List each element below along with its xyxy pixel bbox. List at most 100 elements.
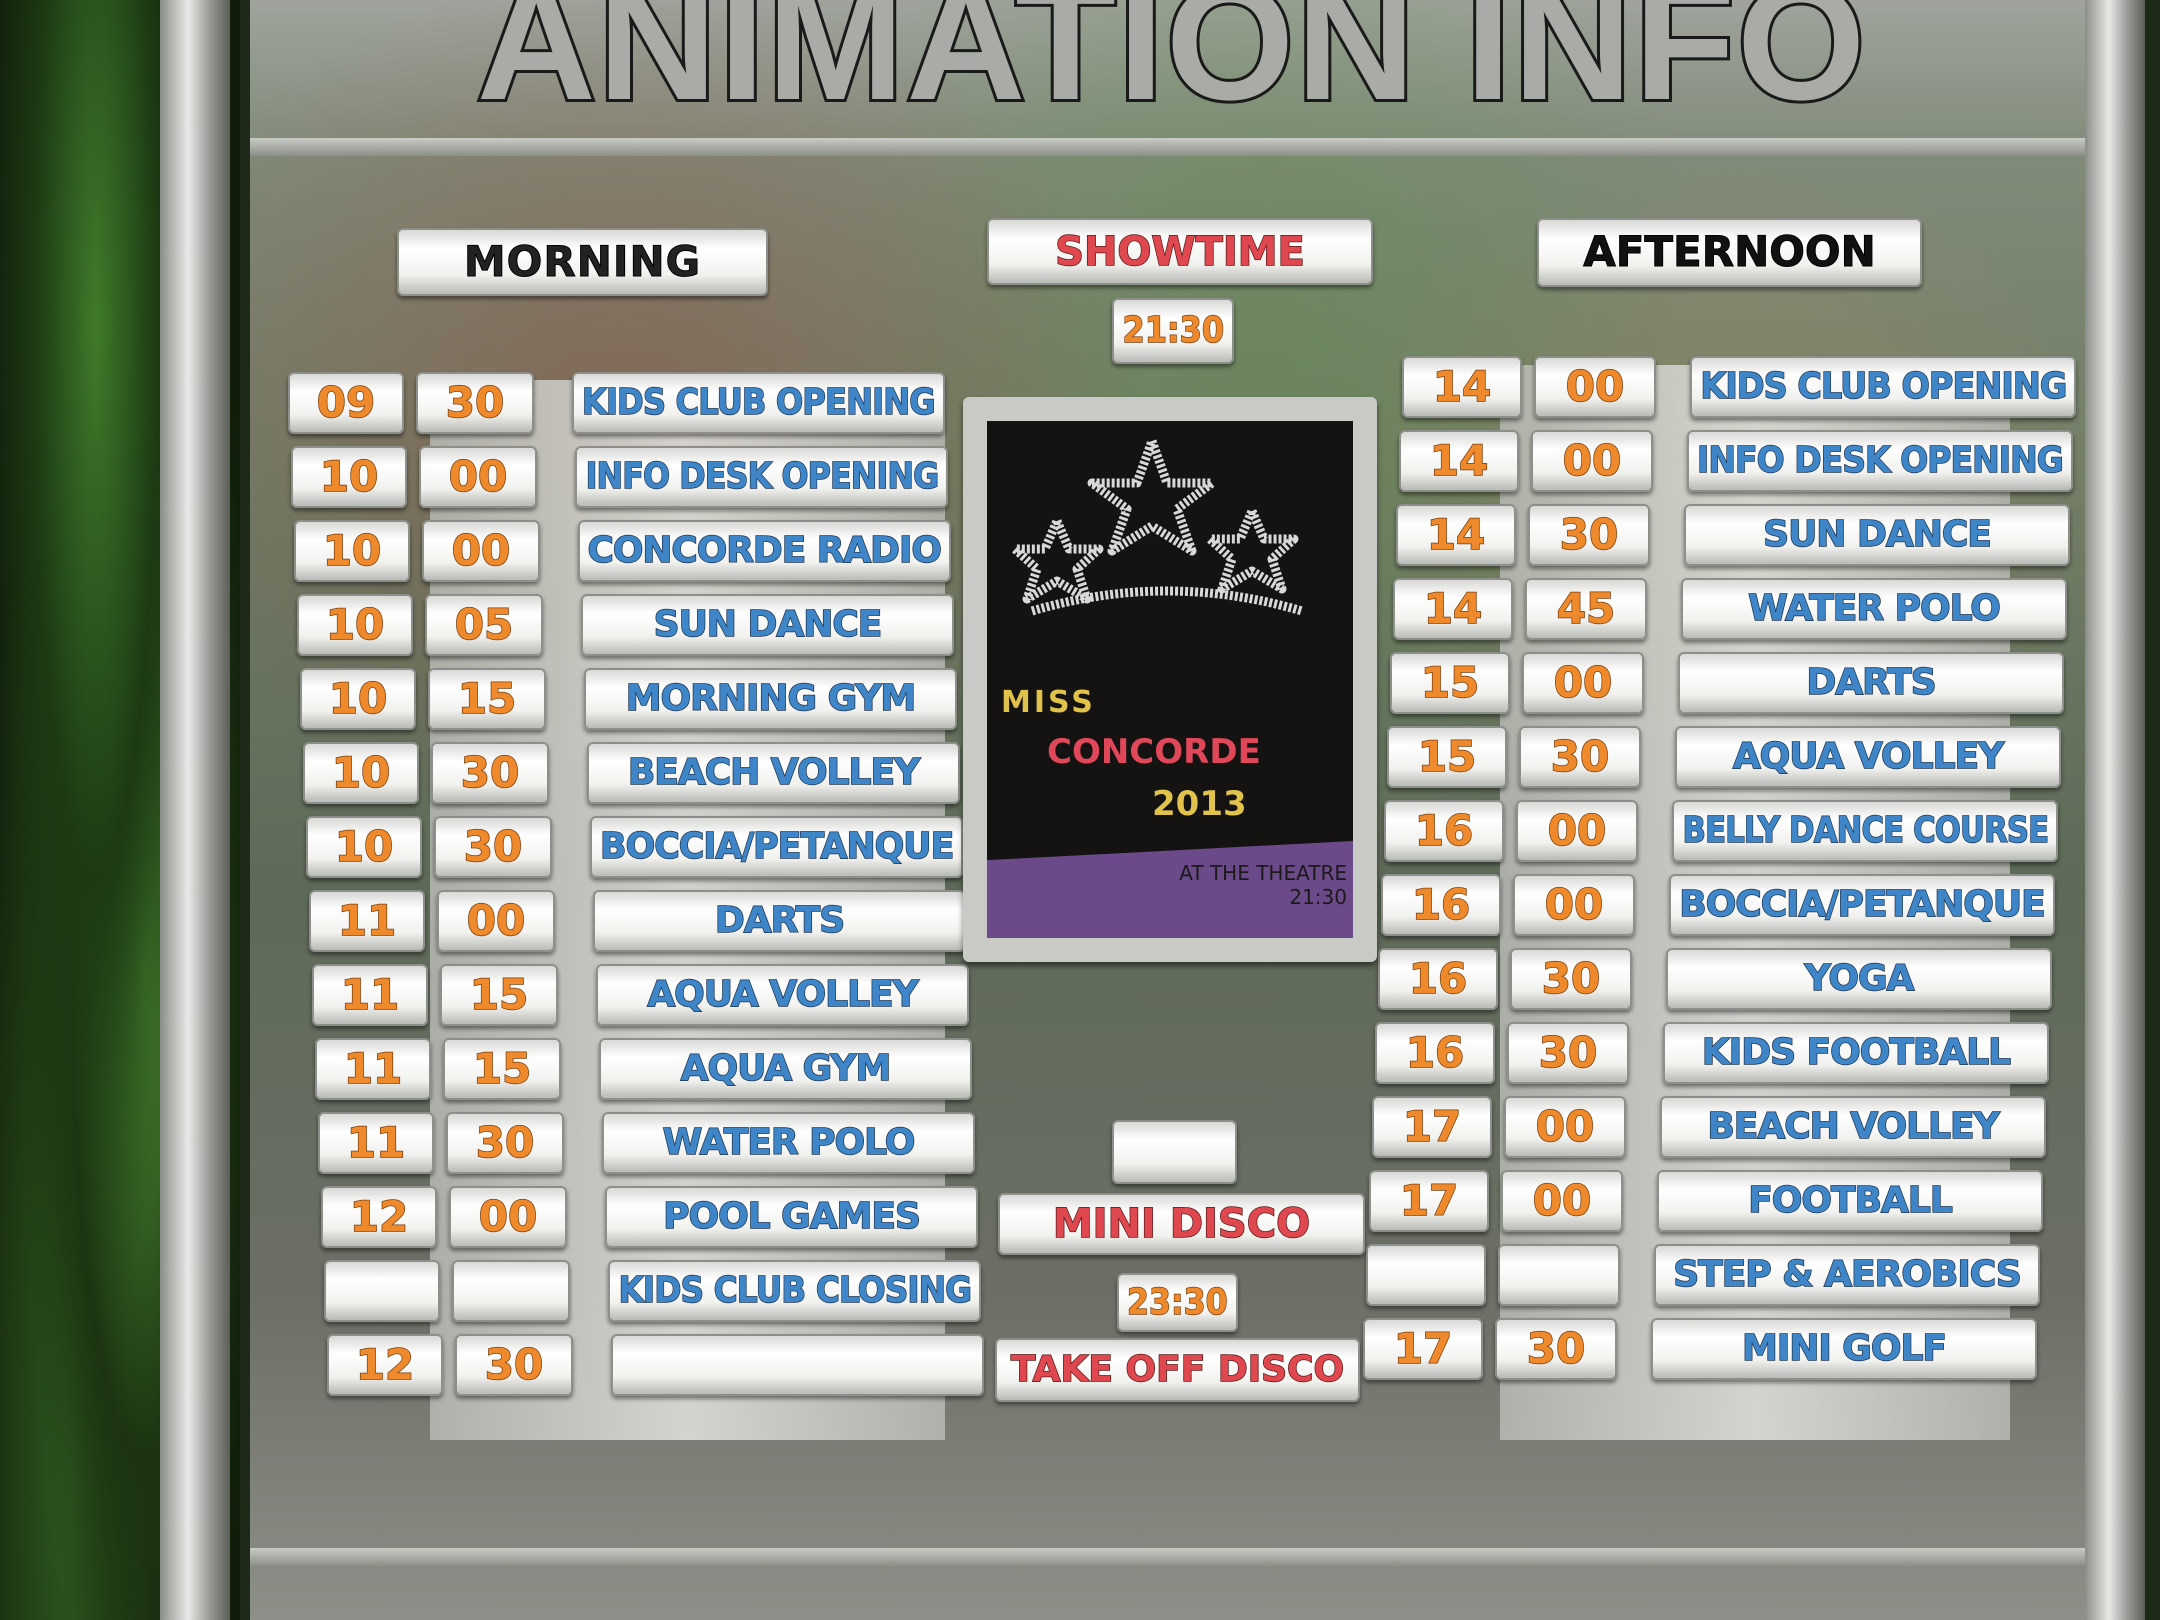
activity-tile: BOCCIA/PETANQUE (1669, 874, 2055, 936)
activity-tile-text: INFO DESK OPENING (1696, 440, 2064, 482)
minute-tile: 00 (1516, 800, 1638, 862)
minute-tile: 30 (1510, 948, 1632, 1010)
hour-tile-text: 09 (316, 377, 376, 427)
showtime-time-text: 21:30 (1122, 310, 1225, 352)
activity-tile: BELLY DANCE COURSE (1672, 800, 2058, 862)
hour-tile-text: 14 (1429, 435, 1489, 485)
activity-tile: CONCORDE RADIO (578, 520, 951, 582)
hour-tile-text: 10 (331, 747, 391, 797)
hour-tile: 10 (294, 520, 410, 582)
activity-tile-text: BEACH VOLLEY (1707, 1106, 2001, 1148)
poster-time: 21:30 (1289, 885, 1347, 909)
minute-tile-text: 15 (469, 969, 529, 1019)
activity-tile: BEACH VOLLEY (587, 742, 960, 804)
minute-tile: 15 (443, 1038, 561, 1100)
minute-tile (1498, 1244, 1620, 1306)
hour-tile-text: 16 (1405, 1027, 1465, 1077)
hour-tile: 16 (1384, 800, 1504, 862)
minute-tile-text: 30 (463, 821, 523, 871)
minute-tile-text: 00 (448, 451, 508, 501)
activity-tile: MORNING GYM (584, 668, 957, 730)
minute-tile (452, 1260, 570, 1322)
minute-tile-text: 00 (1562, 435, 1622, 485)
hour-tile: 11 (312, 964, 428, 1026)
minute-tile: 00 (1513, 874, 1635, 936)
minute-tile-text: 30 (1526, 1323, 1586, 1373)
activity-tile-text: YOGA (1804, 958, 1915, 1000)
activity-tile: KIDS CLUB OPENING (572, 372, 945, 434)
take-off-disco-tile: TAKE OFF DISCO (995, 1338, 1360, 1402)
activity-tile-text: KIDS CLUB OPENING (581, 382, 936, 424)
activity-tile-text: AQUA GYM (680, 1048, 892, 1090)
minute-tile-text: 15 (457, 673, 517, 723)
right-pole (2085, 0, 2145, 1620)
minute-tile-text: 30 (1541, 953, 1601, 1003)
minute-tile-text: 30 (475, 1117, 535, 1167)
activity-tile-text: FOOTBALL (1747, 1180, 1953, 1222)
minute-tile: 00 (1534, 356, 1656, 418)
activity-tile: STEP & AEROBICS (1654, 1244, 2040, 1306)
minute-tile-text: 45 (1556, 583, 1616, 633)
activity-tile-text: STEP & AEROBICS (1672, 1254, 2022, 1296)
minute-tile: 30 (1507, 1022, 1629, 1084)
poster-venue: AT THE THEATRE 21:30 (1179, 861, 1347, 909)
hour-tile: 15 (1390, 652, 1510, 714)
activity-tile: FOOTBALL (1657, 1170, 2043, 1232)
minute-tile: 00 (437, 890, 555, 952)
minute-tile-text: 30 (484, 1339, 544, 1389)
hour-tile-text: 11 (343, 1043, 403, 1093)
activity-tile-text: SUN DANCE (653, 604, 883, 646)
minute-tile-text: 30 (445, 377, 505, 427)
morning-header: MORNING (397, 228, 768, 296)
board-title: ANIMATION INFO (474, 0, 1869, 134)
activity-tile: KIDS CLUB OPENING (1690, 356, 2076, 418)
hour-tile: 14 (1393, 578, 1513, 640)
afternoon-header: AFTERNOON (1537, 218, 1922, 287)
showtime-time: 21:30 (1112, 298, 1234, 364)
bottom-rail (250, 1548, 2100, 1566)
minute-tile: 30 (1495, 1318, 1617, 1380)
activity-tile-text: DARTS (1806, 662, 1938, 704)
hour-tile-text: 11 (340, 969, 400, 1019)
activity-tile-text: POOL GAMES (662, 1196, 921, 1238)
hour-tile-text: 17 (1399, 1175, 1459, 1225)
minute-tile-text: 00 (1532, 1175, 1592, 1225)
hour-tile: 11 (309, 890, 425, 952)
hour-tile-text: 12 (355, 1339, 415, 1389)
minute-tile-text: 30 (1550, 731, 1610, 781)
activity-tile-text: KIDS FOOTBALL (1701, 1032, 2012, 1074)
activity-tile-text: KIDS CLUB OPENING (1699, 366, 2067, 408)
hour-tile: 17 (1363, 1318, 1483, 1380)
hour-tile: 14 (1399, 430, 1519, 492)
showtime-header-text: SHOWTIME (1054, 228, 1305, 275)
minute-tile-text: 00 (1535, 1101, 1595, 1151)
hour-tile-text: 11 (346, 1117, 406, 1167)
poster-miss: MISS (1001, 685, 1096, 720)
activity-tile (611, 1334, 984, 1396)
activity-tile-text: KIDS CLUB CLOSING (617, 1270, 972, 1312)
hour-tile-text: 10 (325, 599, 385, 649)
hour-tile-text: 16 (1411, 879, 1471, 929)
hour-tile: 10 (306, 816, 422, 878)
activity-tile-text: MORNING GYM (625, 678, 917, 720)
hour-tile: 15 (1387, 726, 1507, 788)
minute-tile-text: 15 (472, 1043, 532, 1093)
activity-tile-text: DARTS (714, 900, 846, 942)
hour-tile: 10 (300, 668, 416, 730)
activity-tile: AQUA VOLLEY (596, 964, 969, 1026)
activity-tile: MINI GOLF (1651, 1318, 2037, 1380)
activity-tile-text: BELLY DANCE COURSE (1681, 810, 2049, 852)
hour-tile-text: 15 (1420, 657, 1480, 707)
minute-tile: 15 (428, 668, 546, 730)
activity-tile: AQUA VOLLEY (1675, 726, 2061, 788)
hour-tile: 09 (288, 372, 404, 434)
minute-tile: 30 (1519, 726, 1641, 788)
minute-tile: 00 (422, 520, 540, 582)
activity-tile: KIDS CLUB CLOSING (608, 1260, 981, 1322)
minute-tile: 30 (416, 372, 534, 434)
hour-tile-text: 16 (1408, 953, 1468, 1003)
minute-tile: 30 (434, 816, 552, 878)
minute-tile: 45 (1525, 578, 1647, 640)
hour-tile-text: 15 (1417, 731, 1477, 781)
hour-tile: 17 (1369, 1170, 1489, 1232)
